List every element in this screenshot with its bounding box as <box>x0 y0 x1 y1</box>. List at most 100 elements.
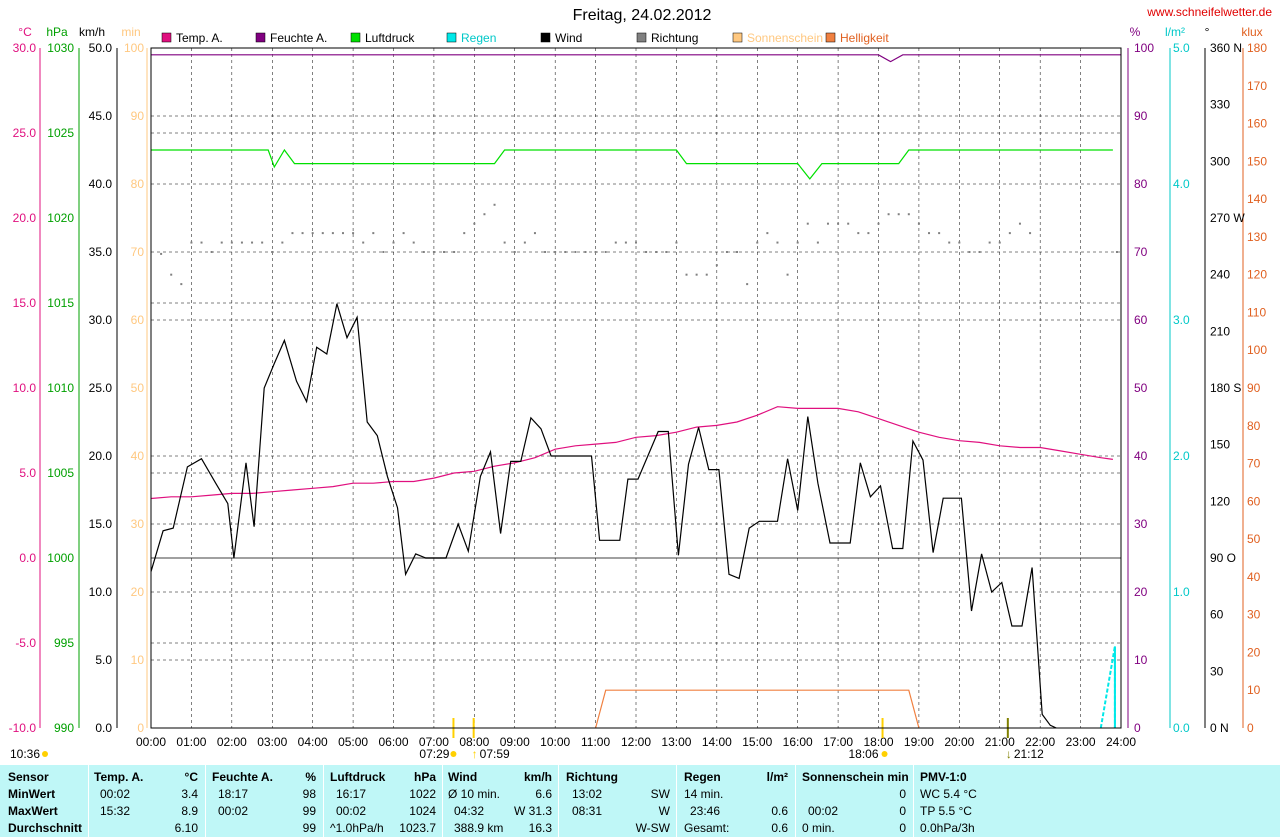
light-tick-16: 20 <box>1247 645 1261 659</box>
light-tick-6: 120 <box>1247 268 1267 282</box>
wind-tick-9: 5.0 <box>95 653 112 667</box>
series-richtung-point-69 <box>857 232 860 235</box>
legend-label-1: Feuchte A. <box>270 31 327 45</box>
direction-tick-8: 120 <box>1210 494 1230 508</box>
light-tick-12: 60 <box>1247 494 1261 508</box>
series-richtung-point-59 <box>756 241 759 244</box>
light-tick-0: 180 <box>1247 41 1267 55</box>
stats-panel: Sensor MinWert MaxWert Durchschnitt Temp… <box>0 765 1280 837</box>
hour-tick-19: 19:00 <box>904 735 934 749</box>
stats-sun-header: Sonnenschein min <box>802 770 909 784</box>
stats-humidity-max: 99 <box>302 804 316 818</box>
series-richtung-point-36 <box>523 241 526 244</box>
pressure-tick-4: 1010 <box>47 381 74 395</box>
stats-humidity-unit: % <box>305 770 316 784</box>
website-link[interactable]: www.schneifelwetter.de <box>1146 5 1272 19</box>
unit-wind: km/h <box>79 25 105 39</box>
wind-tick-7: 15.0 <box>89 517 113 531</box>
wind-tick-6: 20.0 <box>89 449 113 463</box>
series-richtung-point-40 <box>564 251 567 253</box>
series-richtung-point-61 <box>776 241 779 244</box>
legend-label-0: Temp. A. <box>176 31 223 45</box>
stats-row-avg: Durchschnitt <box>8 821 83 835</box>
sun-tick-3: 70 <box>131 245 145 259</box>
stats-pmv-trend: 0.0hPa/3h <box>920 821 975 835</box>
stats-wind-distance: 388.9 km <box>454 821 504 835</box>
series-richtung-point-77 <box>938 232 941 235</box>
sunset-icon <box>881 751 888 757</box>
humidity-tick-0: 100 <box>1134 41 1154 55</box>
series-richtung-point-83 <box>998 241 1001 244</box>
temp-tick-1: 25.0 <box>13 126 37 140</box>
hour-tick-22: 22:00 <box>1025 735 1055 749</box>
light-tick-15: 30 <box>1247 608 1261 622</box>
humidity-tick-6: 40 <box>1134 449 1148 463</box>
series-richtung-point-47 <box>635 241 637 244</box>
series-luftdruck <box>151 148 1113 180</box>
stats-direction-avg: W-SW <box>635 821 670 835</box>
series-richtung-point-20 <box>362 241 365 244</box>
series-richtung-point-81 <box>978 251 981 253</box>
series-richtung-point-75 <box>917 222 920 225</box>
pressure-tick-2: 1020 <box>47 211 74 225</box>
light-tick-18: 0 <box>1247 721 1254 735</box>
legend-swatch-6 <box>732 32 743 43</box>
stats-rain-unit: l/m² <box>766 770 788 784</box>
light-tick-7: 110 <box>1247 305 1266 319</box>
series-richtung-point-33 <box>493 203 496 206</box>
rain-tick-2: 3.0 <box>1173 313 1190 327</box>
wind-tick-2: 40.0 <box>89 177 113 191</box>
hour-tick-24: 24:00 <box>1106 735 1136 749</box>
stats-temp-col: Temp. A. °C 00:02 3.4 15:32 8.9 6.10 <box>94 769 198 837</box>
stats-sun-col: Sonnenschein min 0 00:02 0 0 min. 0 <box>802 769 909 837</box>
series-richtung-point-21 <box>372 232 375 235</box>
light-tick-4: 140 <box>1247 192 1267 206</box>
series-richtung-point-7 <box>230 241 233 244</box>
legend-label-5: Richtung <box>651 31 698 45</box>
stats-rain-max-time: 23:46 <box>690 804 721 818</box>
rain-tick-0: 5.0 <box>1173 41 1190 55</box>
direction-tick-11: 30 <box>1210 664 1224 678</box>
series-richtung-point-30 <box>463 232 466 235</box>
stats-temp-max-time: 15:32 <box>100 804 131 818</box>
temp-tick-0: 30.0 <box>13 41 37 55</box>
series-richtung-point-34 <box>503 241 506 244</box>
stats-header-sensor: Sensor <box>8 770 49 784</box>
stats-row-max: MaxWert <box>8 804 58 818</box>
hour-tick-11: 11:00 <box>581 735 610 749</box>
series-richtung-point-23 <box>392 241 395 244</box>
series-richtung-point-54 <box>705 273 708 276</box>
stats-direction-max: W <box>658 804 670 818</box>
stats-pmv-tp: TP 5.5 °C <box>920 804 972 818</box>
stats-wind-unit: km/h <box>523 770 552 784</box>
light-tick-10: 80 <box>1247 419 1261 433</box>
hour-tick-17: 17:00 <box>823 735 853 749</box>
time-left-label: 10:36 <box>10 747 40 761</box>
series-richtung-point-14 <box>301 232 304 235</box>
series-richtung-point-63 <box>796 241 799 244</box>
unit-direction: ° <box>1205 25 1210 39</box>
direction-tick-1: 330 <box>1210 98 1230 112</box>
series-richtung-point-3 <box>190 241 193 244</box>
humidity-tick-5: 50 <box>1134 381 1148 395</box>
series-richtung-point-76 <box>928 232 931 235</box>
stats-wind-avg: 16.3 <box>528 821 552 835</box>
chart-background <box>0 0 1280 765</box>
series-richtung-point-5 <box>210 251 213 253</box>
stats-rain-duration: 14 min. <box>684 787 724 801</box>
humidity-tick-7: 30 <box>1134 517 1148 531</box>
stats-pressure-header: Luftdruck <box>330 770 386 784</box>
sunset-label: 18:06 <box>849 747 879 761</box>
series-richtung-point-78 <box>948 241 951 244</box>
wind-tick-4: 30.0 <box>89 313 113 327</box>
series-richtung-point-4 <box>200 241 203 244</box>
sun-tick-6: 40 <box>131 449 145 463</box>
light-tick-17: 10 <box>1247 683 1261 697</box>
stats-direction-min-time: 13:02 <box>572 787 603 801</box>
stats-wind-min: 6.6 <box>535 787 552 801</box>
stats-temp-max: 8.9 <box>181 804 198 818</box>
sun-tick-1: 90 <box>131 109 145 123</box>
wind-tick-3: 35.0 <box>89 245 113 259</box>
hour-tick-4: 04:00 <box>298 735 328 749</box>
stats-humidity-avg: 99 <box>302 821 316 835</box>
